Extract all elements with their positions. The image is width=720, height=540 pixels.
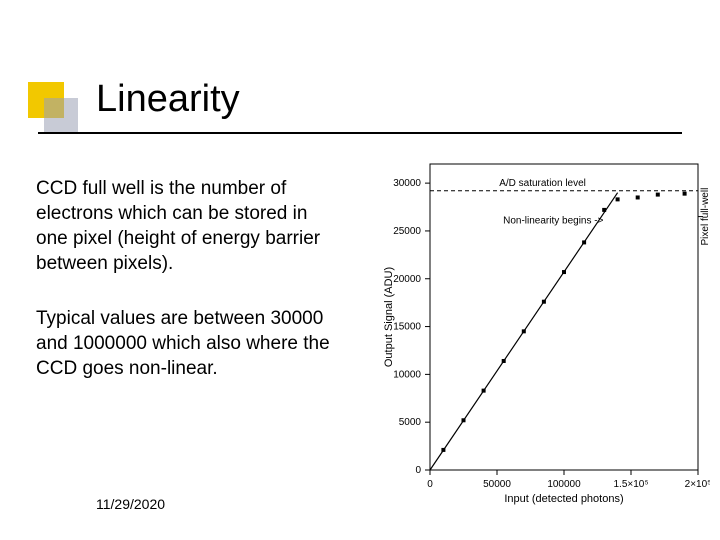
svg-text:25000: 25000 bbox=[393, 226, 421, 237]
svg-text:30000: 30000 bbox=[393, 178, 421, 189]
svg-text:100000: 100000 bbox=[547, 479, 581, 490]
paragraph-1: CCD full well is the number of electrons… bbox=[36, 176, 336, 276]
svg-text:Pixel full-well: Pixel full-well bbox=[700, 188, 710, 246]
slide-date: 11/29/2020 bbox=[96, 496, 165, 512]
paragraph-2: Typical values are between 30000 and 100… bbox=[36, 306, 336, 381]
svg-text:10000: 10000 bbox=[393, 369, 421, 380]
svg-text:0: 0 bbox=[427, 479, 433, 490]
svg-text:1.5×10⁵: 1.5×10⁵ bbox=[613, 479, 648, 490]
svg-text:Non-linearity begins ->: Non-linearity begins -> bbox=[503, 215, 603, 226]
svg-text:20000: 20000 bbox=[393, 274, 421, 285]
svg-text:15000: 15000 bbox=[393, 322, 421, 333]
title-decor bbox=[28, 82, 76, 130]
linearity-chart: 0 50000 100000 1.5×10⁵ 2×10⁵ 0 5000 10000 15000 2… bbox=[382, 146, 710, 508]
svg-text:Input (detected photons): Input (detected photons) bbox=[504, 493, 623, 505]
svg-text:5000: 5000 bbox=[399, 417, 422, 428]
title-underline bbox=[38, 132, 682, 134]
svg-text:Output Signal (ADU): Output Signal (ADU) bbox=[383, 267, 395, 367]
svg-text:0: 0 bbox=[415, 465, 421, 476]
body-text: CCD full well is the number of electrons… bbox=[36, 176, 336, 382]
svg-text:A/D saturation level: A/D saturation level bbox=[499, 178, 586, 189]
svg-text:2×10⁵: 2×10⁵ bbox=[685, 479, 710, 490]
page-title: Linearity bbox=[96, 78, 240, 121]
grey-square bbox=[44, 98, 78, 132]
svg-text:50000: 50000 bbox=[483, 479, 511, 490]
